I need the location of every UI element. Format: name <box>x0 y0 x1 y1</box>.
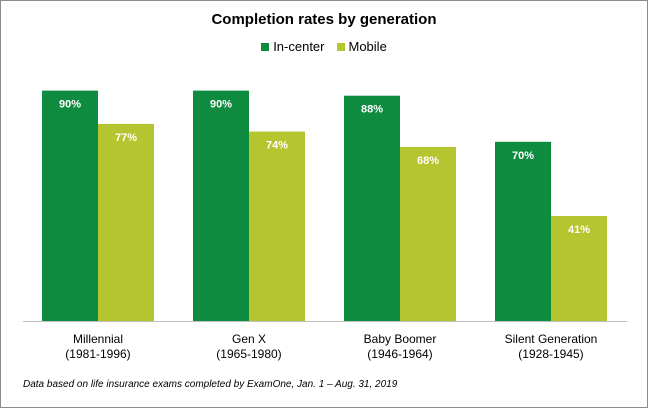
bar-in-center-2 <box>344 95 400 321</box>
data-label-mobile-0: 77% <box>115 132 137 144</box>
bar-mobile-3 <box>551 216 607 321</box>
category-label-3-line-0: Silent Generation <box>505 332 598 346</box>
legend-swatch-mobile <box>336 42 345 51</box>
legend-item-in-center: In-center <box>261 39 325 54</box>
data-label-in-center-1: 90% <box>210 99 232 111</box>
bar-mobile-1 <box>249 131 305 321</box>
bar-in-center-0 <box>42 90 98 321</box>
chart-title: Completion rates by generation <box>211 11 437 28</box>
bar-mobile-0 <box>98 123 154 321</box>
category-label-1-line-1: (1965-1980) <box>216 347 281 361</box>
category-label-2-line-0: Baby Boomer <box>364 332 437 346</box>
bar-in-center-3 <box>495 141 551 321</box>
category-label-3-line-1: (1928-1945) <box>518 347 583 361</box>
legend-label-mobile: Mobile <box>348 39 387 54</box>
data-label-in-center-3: 70% <box>512 150 534 162</box>
data-label-mobile-3: 41% <box>568 224 590 236</box>
bar-in-center-1 <box>193 90 249 321</box>
category-label-0-line-0: Millennial <box>73 332 123 346</box>
legend-swatch-in-center <box>261 42 270 51</box>
bar-mobile-2 <box>400 146 456 321</box>
data-label-in-center-2: 88% <box>361 104 383 116</box>
legend-label-in-center: In-center <box>273 39 325 54</box>
chart-footnote: Data based on life insurance exams compl… <box>23 379 398 390</box>
legend-item-mobile: Mobile <box>336 39 387 54</box>
category-label-2-line-1: (1946-1964) <box>367 347 432 361</box>
data-label-mobile-1: 74% <box>266 140 288 152</box>
chart-legend: In-center Mobile <box>1 39 647 54</box>
category-label-0-line-1: (1981-1996) <box>65 347 130 361</box>
category-label-1-line-0: Gen X <box>232 332 266 346</box>
data-label-mobile-2: 68% <box>417 155 439 167</box>
data-label-in-center-0: 90% <box>59 99 81 111</box>
